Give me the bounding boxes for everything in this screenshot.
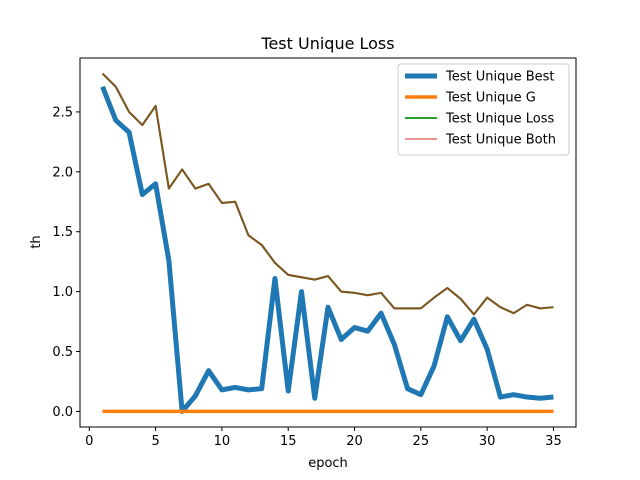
overlap-line <box>101 72 554 316</box>
x-tick-label-3: 15 <box>280 434 297 449</box>
x-tick-label-5: 25 <box>413 434 430 449</box>
series-line-1 <box>100 85 554 414</box>
legend-label-3: Test Unique Loss <box>445 112 554 127</box>
y-tick-label-1: 0.5 <box>52 345 73 360</box>
legend-label-1: Test Unique Best <box>445 70 555 85</box>
x-tick-label-6: 30 <box>479 434 496 449</box>
y-tick-label-0: 0.0 <box>52 405 73 420</box>
legend-items: Test Unique Best Test Unique G Test Unique… <box>405 70 556 148</box>
chart-title: Test Unique Loss <box>260 34 394 53</box>
plot-frame <box>79 57 577 428</box>
y-axis-label: th <box>29 235 44 248</box>
y-tick-label-2: 1.0 <box>52 285 73 300</box>
x-tick-label-1: 5 <box>151 434 159 449</box>
y-axis-ticks: 0.0 0.5 1.0 1.5 2.0 2.5 <box>52 105 80 420</box>
x-axis-label: epoch <box>308 456 348 471</box>
y-tick-label-4: 2.0 <box>52 165 73 180</box>
x-tick-label-2: 10 <box>214 434 231 449</box>
x-tick-label-4: 20 <box>346 434 363 449</box>
legend: Test Unique Best Test Unique G Test Unique… <box>397 63 570 156</box>
legend-box <box>397 63 570 156</box>
x-tick-label-7: 35 <box>545 434 562 449</box>
y-tick-label-5: 2.5 <box>52 105 73 120</box>
x-tick-label-0: 0 <box>85 434 93 449</box>
legend-label-2: Test Unique G <box>445 91 536 106</box>
plot-lines <box>100 72 554 414</box>
y-tick-label-3: 1.5 <box>52 225 73 240</box>
x-axis-ticks: 0 5 10 15 20 25 30 35 <box>85 427 562 449</box>
legend-label-4: Test Unique Both <box>445 133 556 148</box>
